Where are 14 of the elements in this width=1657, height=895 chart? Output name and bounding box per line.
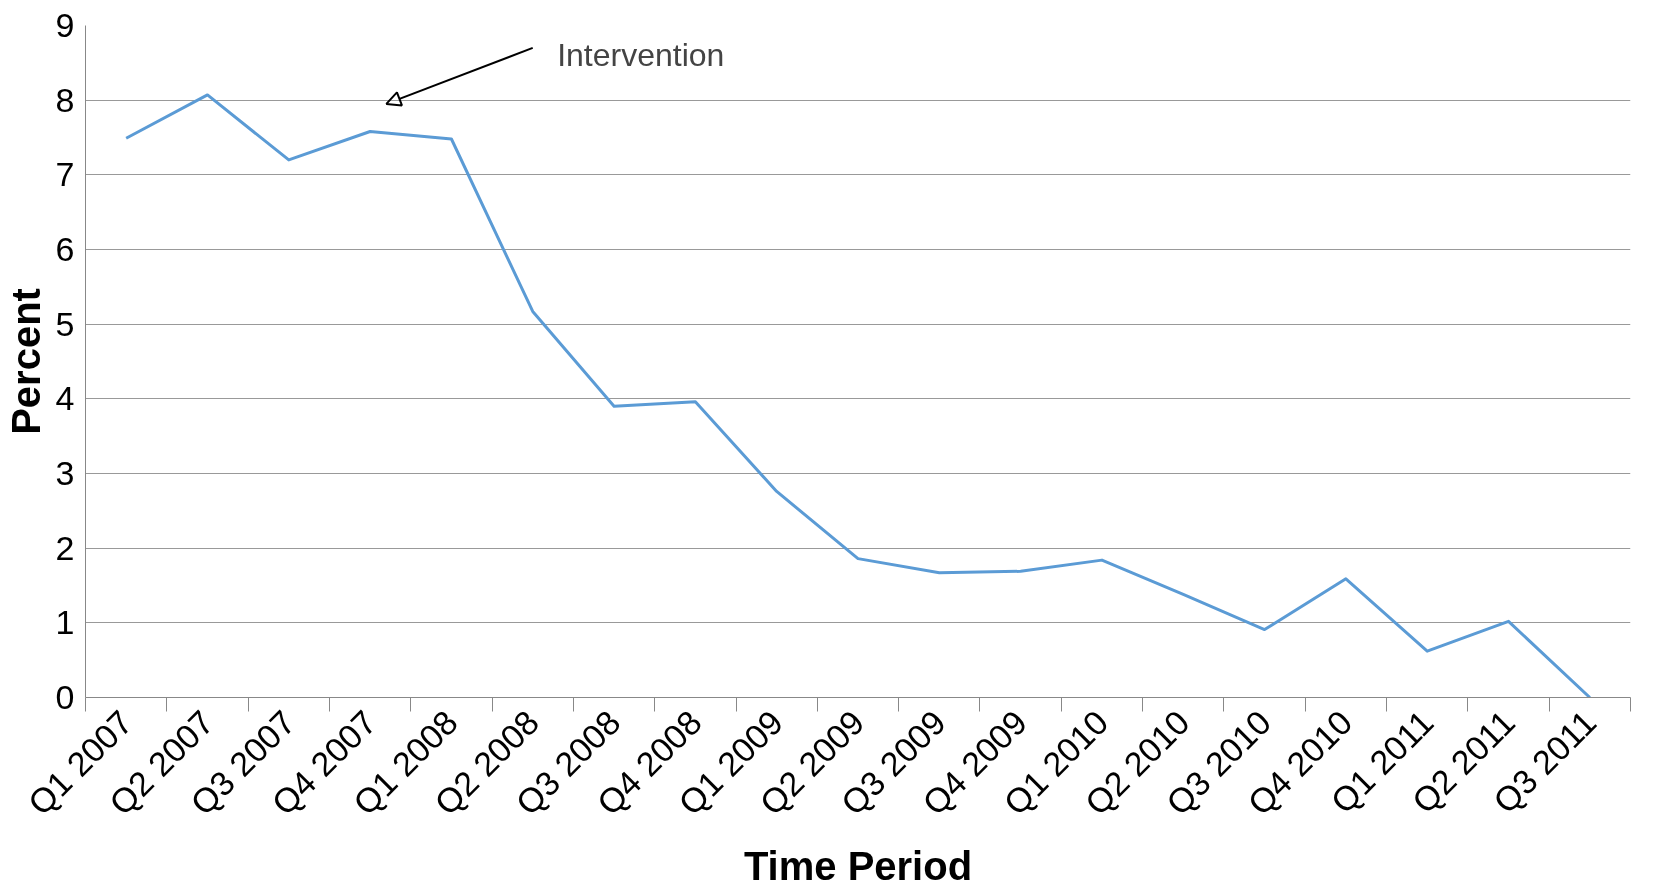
y-axis-title: Percent (3, 288, 48, 435)
y-tick-label: 4 (55, 379, 75, 418)
x-axis-title: Time Period (743, 843, 973, 888)
y-tick-label: 3 (55, 454, 75, 492)
y-tick-label: 6 (55, 230, 75, 268)
y-tick-label: 7 (55, 155, 75, 194)
y-tick-label: 9 (55, 6, 75, 44)
y-tick-label: 8 (55, 80, 75, 119)
annotation: Intervention (557, 37, 725, 74)
y-tick-label: 5 (55, 304, 75, 343)
y-tick-label: 1 (55, 603, 75, 642)
y-tick-label: 2 (55, 528, 75, 567)
y-tick-label: 0 (55, 678, 75, 716)
line-series (124, 93, 1592, 698)
